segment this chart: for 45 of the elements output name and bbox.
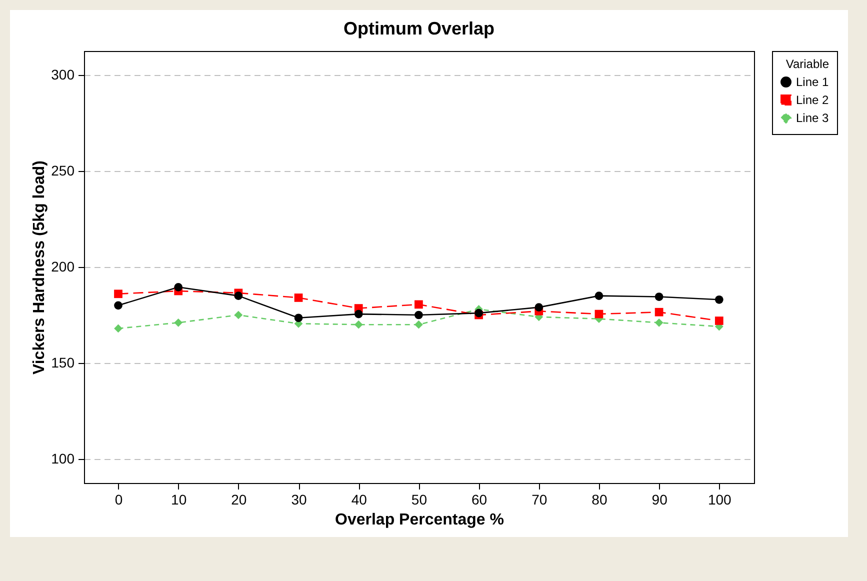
- x-tick-label: 20: [231, 492, 247, 508]
- point: [654, 308, 664, 316]
- x-tick-label: 60: [472, 492, 488, 508]
- x-tick-label: 90: [652, 492, 668, 508]
- point: [234, 310, 243, 320]
- x-tick-label: 0: [114, 492, 123, 508]
- point: [114, 324, 122, 333]
- point: [114, 290, 122, 298]
- y-axis-title: Vickers Hardness (5kg load): [31, 160, 48, 375]
- y-tick-label: 200: [51, 258, 75, 274]
- point: [414, 310, 423, 320]
- point: [714, 295, 724, 304]
- x-tick-label: 50: [411, 492, 428, 508]
- point: [534, 303, 544, 312]
- point: [594, 310, 604, 318]
- point: [234, 292, 243, 300]
- x-axis-title: Overlap Percentage %: [335, 512, 504, 528]
- x-tick-label: 70: [532, 492, 548, 508]
- point: [414, 300, 423, 309]
- x-tick-label: 30: [291, 492, 308, 508]
- x-tick-label: 40: [351, 492, 368, 508]
- point: [174, 318, 183, 327]
- x-tick-label: 80: [592, 492, 608, 508]
- x-tick-label: 10: [171, 492, 187, 508]
- point: [714, 316, 724, 325]
- chart-title: Optimum Overlap: [343, 18, 495, 38]
- point: [294, 314, 303, 322]
- point: [114, 301, 122, 310]
- x-tick-label: 100: [708, 492, 732, 508]
- point: [414, 320, 423, 329]
- y-tick-label: 150: [51, 354, 75, 370]
- point: [294, 294, 303, 302]
- point: [354, 310, 363, 318]
- legend-title: Variable: [786, 57, 830, 71]
- point: [174, 282, 183, 292]
- point: [594, 292, 604, 300]
- y-tick-label: 250: [51, 162, 75, 178]
- legend-label: Line 1: [796, 75, 830, 89]
- y-tick-label: 100: [51, 450, 75, 466]
- point: [654, 292, 664, 301]
- y-tick-label: 300: [51, 66, 75, 82]
- point: [654, 318, 664, 327]
- legend-label: Line 3: [796, 111, 830, 125]
- point: [354, 320, 363, 329]
- legend-label: Line 2: [796, 93, 830, 107]
